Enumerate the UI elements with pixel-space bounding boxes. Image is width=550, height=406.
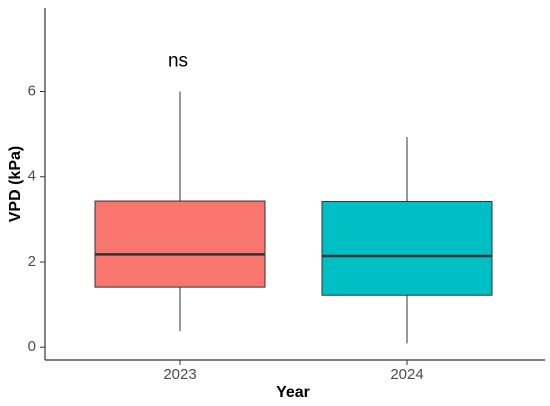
annotation: ns [168, 51, 188, 72]
x-tick-label: 2024 [390, 366, 423, 383]
x-tick-label: 2023 [163, 366, 196, 383]
y-axis-label: VPD (kPa) [7, 146, 24, 222]
y-tick-label: 0 [28, 338, 36, 355]
x-axis-label: Year [276, 384, 310, 401]
box [94, 200, 266, 288]
y-tick-label: 4 [28, 168, 36, 185]
box [321, 200, 493, 296]
y-tick-label: 6 [28, 82, 36, 99]
y-tick-label: 2 [28, 253, 36, 270]
